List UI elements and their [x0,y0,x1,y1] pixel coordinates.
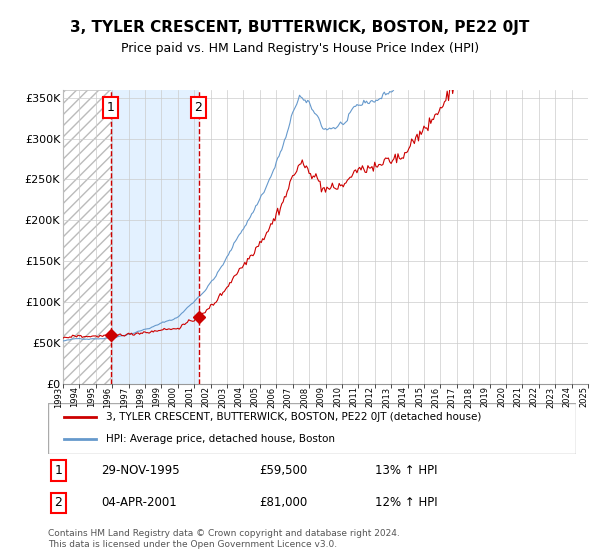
Text: 2009: 2009 [317,386,325,408]
Text: 1995: 1995 [87,386,96,408]
Text: 2024: 2024 [563,386,572,408]
Text: 2018: 2018 [464,386,473,408]
Text: 2004: 2004 [235,386,244,408]
Text: 2017: 2017 [448,386,457,408]
Text: 3, TYLER CRESCENT, BUTTERWICK, BOSTON, PE22 0JT (detached house): 3, TYLER CRESCENT, BUTTERWICK, BOSTON, P… [106,412,481,422]
Text: Contains HM Land Registry data © Crown copyright and database right 2024.
This d: Contains HM Land Registry data © Crown c… [48,529,400,549]
Text: 13% ↑ HPI: 13% ↑ HPI [376,464,438,477]
Bar [63,90,111,384]
Text: 3, TYLER CRESCENT, BUTTERWICK, BOSTON, PE22 0JT: 3, TYLER CRESCENT, BUTTERWICK, BOSTON, P… [70,20,530,35]
Text: 2007: 2007 [284,386,293,408]
Text: 12% ↑ HPI: 12% ↑ HPI [376,496,438,509]
Text: 2000: 2000 [169,386,178,408]
Text: 2: 2 [55,496,62,509]
Text: 1993: 1993 [54,386,63,408]
Text: 1996: 1996 [103,386,112,408]
Text: 2: 2 [194,101,202,114]
Text: 2013: 2013 [382,386,391,408]
Text: Price paid vs. HM Land Registry's House Price Index (HPI): Price paid vs. HM Land Registry's House … [121,42,479,55]
Text: 04-APR-2001: 04-APR-2001 [101,496,176,509]
Text: 1: 1 [55,464,62,477]
Text: 1: 1 [107,101,115,114]
Text: HPI: Average price, detached house, Boston: HPI: Average price, detached house, Bost… [106,435,335,445]
Text: 2015: 2015 [415,386,424,408]
Text: 2019: 2019 [481,386,490,408]
Text: 2012: 2012 [366,386,375,408]
Text: 29-NOV-1995: 29-NOV-1995 [101,464,179,477]
Text: 2003: 2003 [218,386,227,408]
Text: 2025: 2025 [579,386,588,408]
Text: 2023: 2023 [546,386,555,408]
Text: 2006: 2006 [267,386,276,408]
Bar [111,90,199,384]
Text: 2001: 2001 [185,386,194,408]
Text: 2014: 2014 [398,386,407,408]
Text: £59,500: £59,500 [259,464,307,477]
Text: 2010: 2010 [333,386,342,408]
Text: 2016: 2016 [431,386,440,408]
Text: 2008: 2008 [300,386,309,408]
Text: 2021: 2021 [514,386,523,408]
Text: £81,000: £81,000 [259,496,307,509]
Text: 2022: 2022 [530,386,539,408]
Text: 2005: 2005 [251,386,260,408]
Text: 1999: 1999 [152,386,161,408]
Text: 1998: 1998 [136,386,145,408]
Text: 2011: 2011 [349,386,358,408]
Text: 2002: 2002 [202,386,211,408]
Text: 1997: 1997 [119,386,128,408]
Text: 2020: 2020 [497,386,506,408]
Text: 1994: 1994 [70,386,79,408]
